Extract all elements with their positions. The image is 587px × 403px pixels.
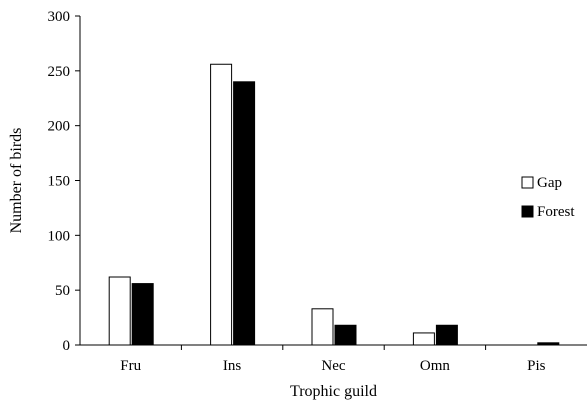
axes-group (79, 16, 587, 346)
legend-swatch-forest (521, 205, 534, 218)
bar-forest-omn (435, 324, 458, 346)
y-tick-label: 50 (55, 283, 70, 299)
bar-gap-nec (311, 308, 334, 346)
bar-forest-fru (131, 283, 154, 346)
legend-swatch-gap (521, 176, 534, 189)
y-ticks-group: 0 50 100 150 200 250 300 (48, 9, 80, 354)
y-tick-label: 250 (48, 64, 71, 80)
bar-gap-fru (108, 276, 131, 346)
legend: Gap Forest (521, 175, 575, 220)
x-tick-label-omn: Omn (420, 358, 451, 374)
legend-label-gap: Gap (537, 175, 562, 191)
x-axis-title: Trophic guild (290, 383, 377, 400)
bar-forest-ins (233, 81, 256, 346)
legend-label-forest: Forest (537, 204, 575, 220)
bar-gap-omn (412, 332, 435, 346)
x-tick-label-ins: Ins (223, 358, 241, 374)
x-tick-label-pis: Pis (527, 358, 546, 374)
bar-forest-nec (334, 324, 357, 346)
x-tick-label-nec: Nec (321, 358, 345, 374)
y-tick-label: 0 (63, 338, 71, 354)
y-axis-title: Number of birds (8, 128, 25, 234)
bar-gap-ins (210, 63, 233, 346)
x-ticks-group: Fru Ins Nec Omn Pis (120, 345, 546, 374)
y-tick-label: 200 (48, 119, 71, 135)
bars-group (108, 63, 560, 346)
x-tick-label-fru: Fru (120, 358, 141, 374)
y-tick-label: 150 (48, 174, 71, 190)
y-tick-label: 100 (48, 228, 71, 244)
y-tick-label: 300 (48, 9, 71, 25)
